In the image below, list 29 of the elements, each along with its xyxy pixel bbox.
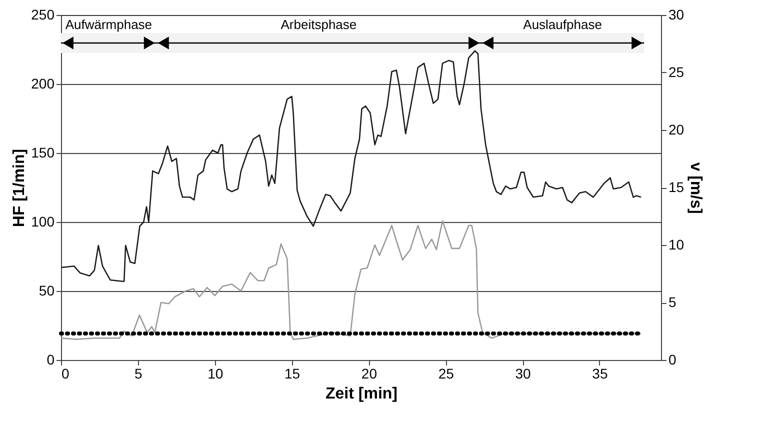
line-series	[60, 220, 642, 340]
y2-tick-label: 25	[668, 64, 684, 80]
x-tick-label: 10	[208, 366, 224, 382]
y-tick-label: 100	[31, 214, 55, 230]
y-tick-label: 50	[38, 282, 55, 298]
band-label: Arbeitsphase	[280, 17, 357, 32]
y2-tick-label: 5	[668, 294, 676, 310]
y2-tick-label: 10	[668, 236, 684, 252]
y2-axis-title: v [m/s]	[687, 162, 704, 214]
x-tick-label: 5	[134, 366, 143, 382]
y2-tick-label: 15	[668, 179, 684, 195]
x-tick-label: 25	[438, 366, 454, 382]
x-tick-label: 35	[592, 366, 608, 382]
x-tick-label: 0	[62, 366, 70, 382]
x-axis-title: Zeit [min]	[326, 386, 398, 402]
y-axis-title: HF [1/min]	[11, 148, 28, 228]
x-tick-label: 20	[361, 366, 378, 382]
y-tick-label: 0	[46, 352, 55, 368]
x-tick-label: 30	[515, 366, 532, 382]
line-series	[60, 50, 642, 282]
band-label: Aufwärmphase	[65, 17, 152, 32]
y2-tick-label: 20	[668, 122, 684, 138]
y-tick-label: 150	[31, 144, 55, 160]
y-tick-label: 250	[31, 6, 55, 22]
y-tick-label: 200	[31, 76, 55, 92]
y2-tick-label: 30	[668, 6, 684, 22]
x-tick-label: 15	[284, 366, 300, 382]
y2-tick-label: 0	[668, 352, 676, 368]
band-label: Auslaufphase	[523, 17, 602, 32]
